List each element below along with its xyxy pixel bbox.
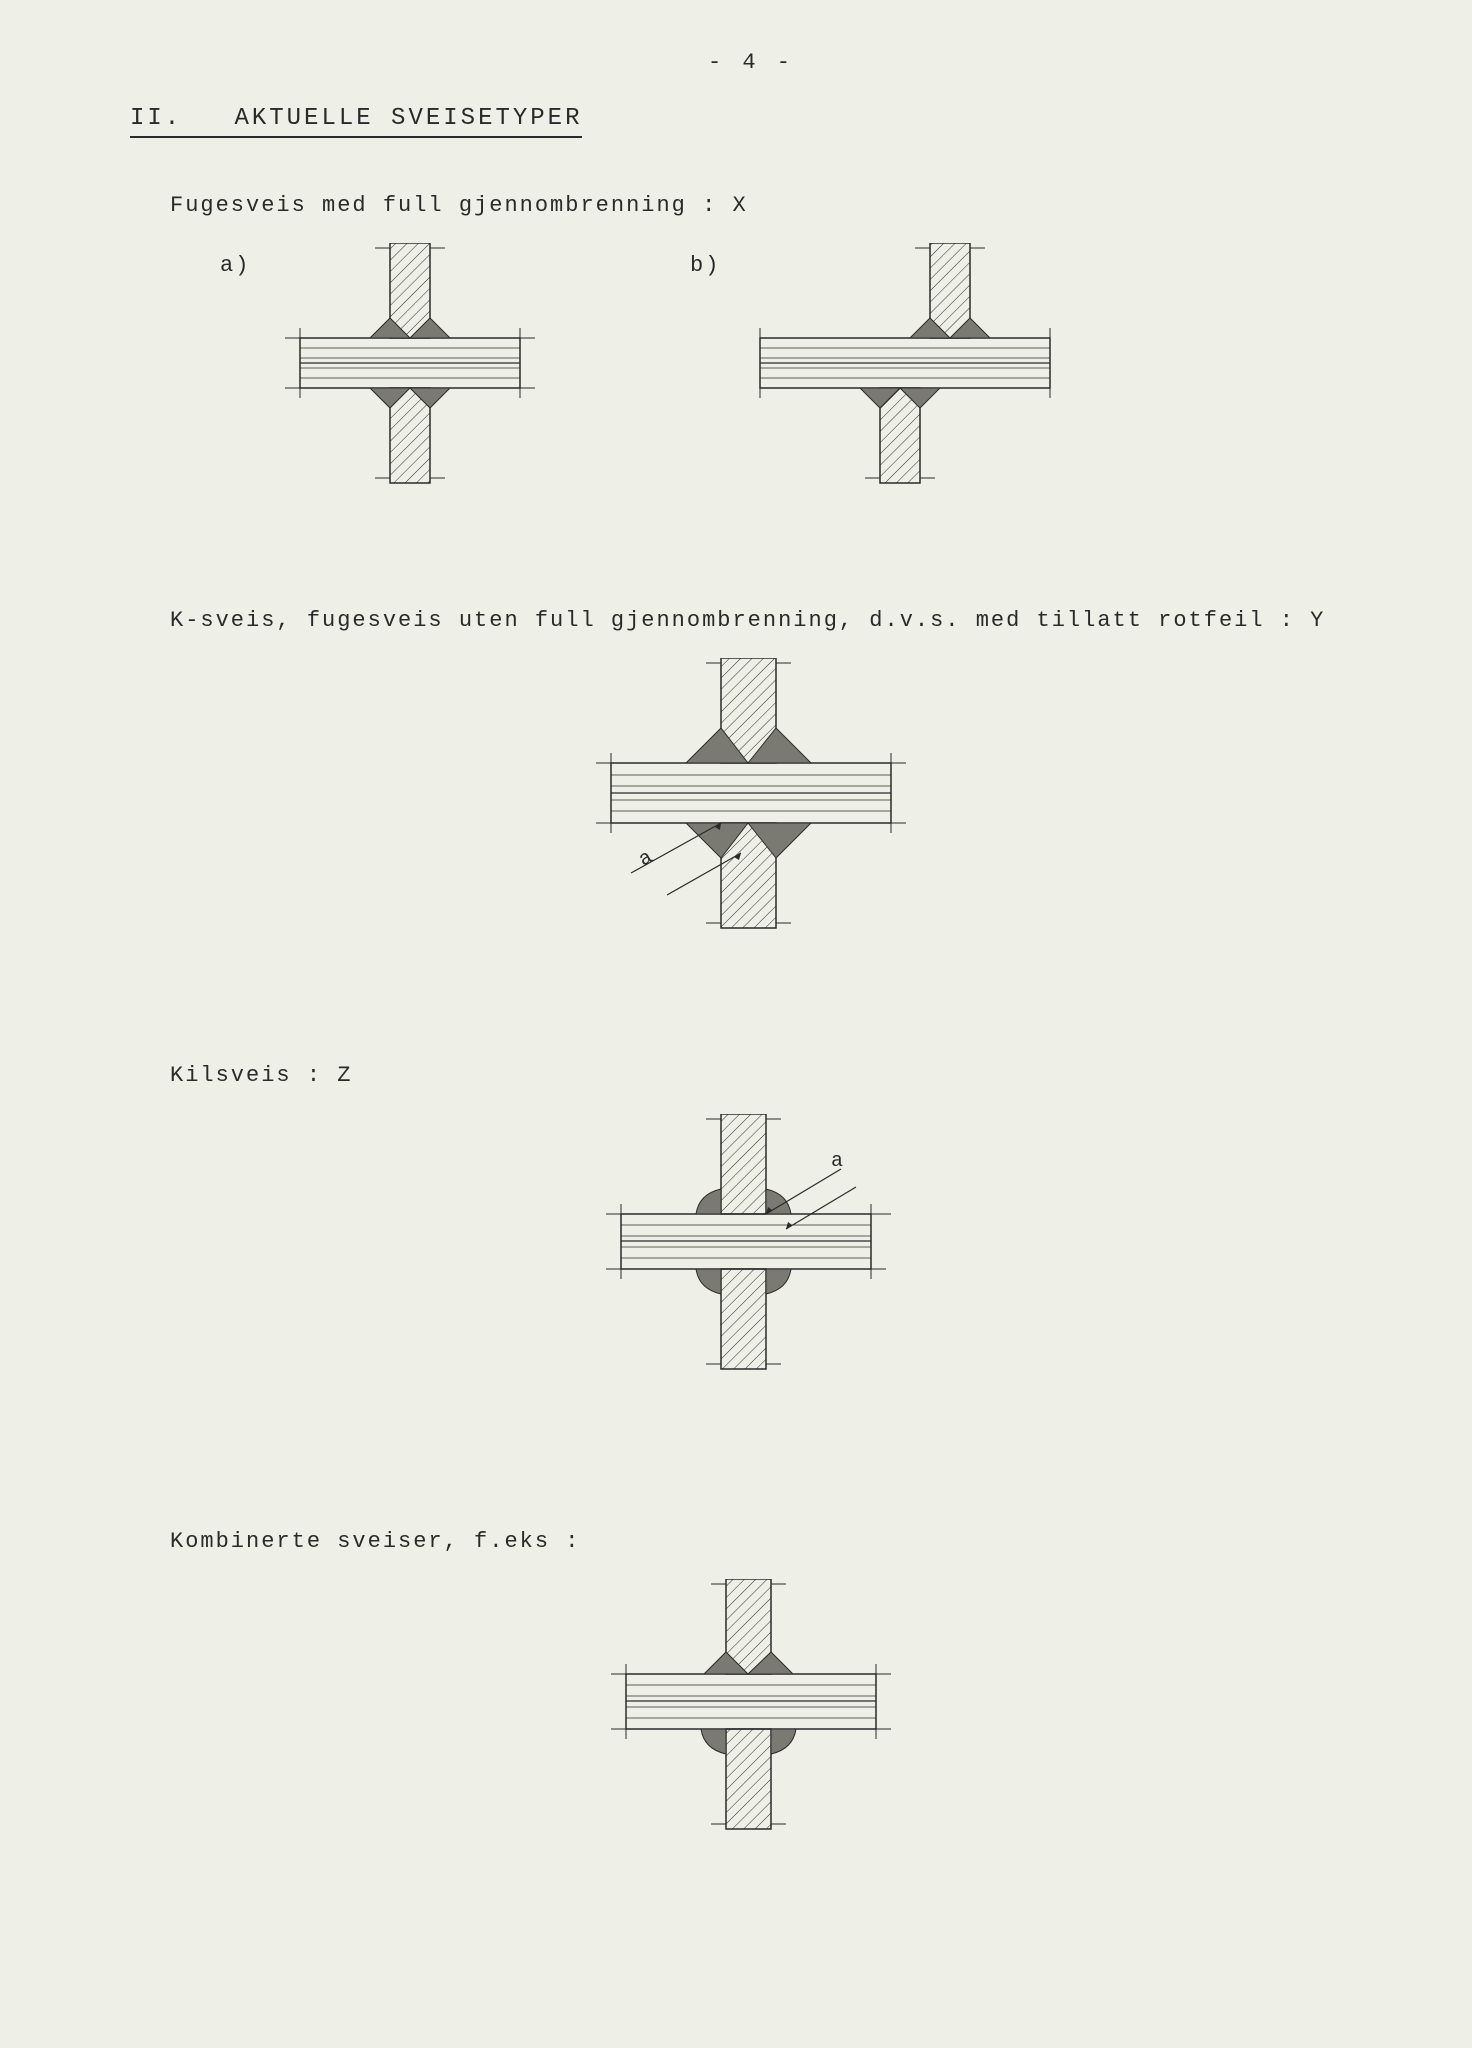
heading-prefix: II. [130, 105, 182, 132]
row-z: a [130, 1114, 1372, 1384]
annotation-a-left: a [635, 847, 657, 873]
weld-diagram-x-b [740, 243, 1070, 493]
section-heading: II. AKTUELLE SVEISETYPER [130, 105, 582, 138]
caption-combined: Kombinerte sveiser, f.eks : [130, 1524, 1372, 1559]
label-b: b) [690, 253, 720, 278]
weld-diagram-x-a [260, 243, 560, 493]
section-heading-wrap: II. AKTUELLE SVEISETYPER [130, 105, 1372, 188]
annotation-a-right: a [831, 1150, 843, 1173]
figure-z: a [581, 1114, 921, 1384]
caption-z-text: Kilsveis : Z [170, 1058, 1372, 1093]
document-page: - 4 - II. AKTUELLE SVEISETYPER Fugesveis… [0, 0, 1472, 2048]
figure-combined [586, 1579, 916, 1839]
heading-title: AKTUELLE SVEISETYPER [234, 105, 582, 132]
weld-diagram-combined [586, 1579, 916, 1839]
row-y: a [130, 658, 1372, 948]
figure-x-b: b) [740, 243, 1070, 493]
caption-x: Fugesveis med full gjennombrenning : X [130, 188, 1372, 223]
figure-x-a: a) [260, 243, 560, 493]
caption-x-text: Fugesveis med full gjennombrenning : X [170, 188, 1372, 223]
page-number: - 4 - [130, 50, 1372, 75]
caption-y-text: K-sveis, fugesveis uten full gjennombren… [170, 603, 1372, 638]
label-a: a) [220, 253, 250, 278]
caption-combined-text: Kombinerte sveiser, f.eks : [170, 1524, 1372, 1559]
caption-z: Kilsveis : Z [130, 1058, 1372, 1093]
weld-diagram-y: a [571, 658, 931, 948]
caption-y: K-sveis, fugesveis uten full gjennombren… [130, 603, 1372, 638]
row-combined [130, 1579, 1372, 1839]
row-x: a) [260, 243, 1372, 493]
figure-y: a [571, 658, 931, 948]
weld-diagram-z: a [581, 1114, 921, 1384]
